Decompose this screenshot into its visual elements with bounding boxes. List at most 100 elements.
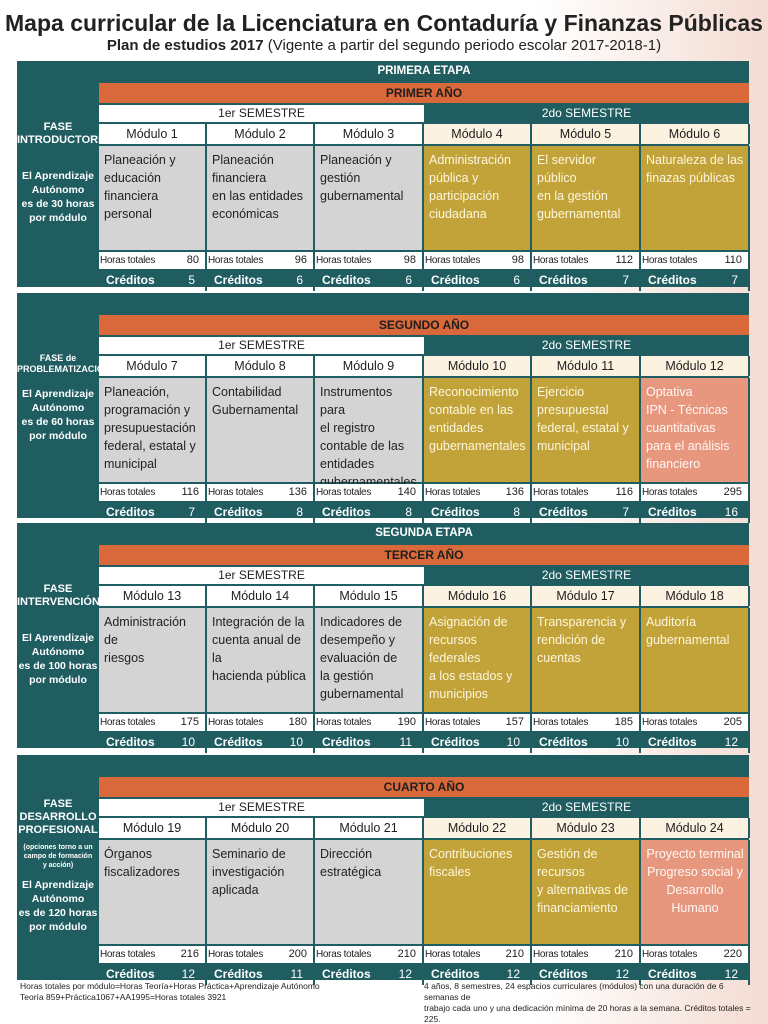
hours-value: 96 <box>294 254 307 266</box>
credits-label: Créditos <box>214 967 263 981</box>
module-card[interactable]: Auditoría gubernamental Horas totales 205 C… <box>641 608 750 753</box>
module-card[interactable]: Indicadores de desempeño y evaluación de… <box>315 608 424 753</box>
credits-label: Créditos <box>322 967 371 981</box>
module-card[interactable]: Dirección estratégica Horas totales 210 Cré… <box>315 840 424 985</box>
hours-label: Horas totales <box>316 717 372 728</box>
hours-value: 112 <box>615 254 633 266</box>
credits-row: Créditos 12 <box>641 732 748 752</box>
module-card[interactable]: Naturaleza de las finazas públicas Horas … <box>641 146 750 291</box>
credits-value: 12 <box>398 967 412 981</box>
hours-row: Horas totales 110 <box>641 252 748 269</box>
hours-value: 210 <box>397 948 416 960</box>
phase-title: FASE de PROBLEMATIZACIÓN <box>17 353 111 374</box>
module-header-row: Módulo 7 Módulo 8 Módulo 9 Módulo 10 Módulo … <box>99 356 750 376</box>
credits-value: 11 <box>290 967 303 981</box>
autonomous-learning-note: El Aprendizaje Autónomo es de 60 horas p… <box>21 388 95 442</box>
hours-row: Horas totales 136 <box>207 484 313 501</box>
hours-label: Horas totales <box>425 255 481 266</box>
module-name: Módulo 5 <box>532 124 641 144</box>
module-name: Módulo 21 <box>315 818 424 838</box>
curriculum-block: SEGUNDA ETAPA TERCER AÑO 1er SEMESTRE 2do S… <box>17 523 750 753</box>
hours-label: Horas totales <box>642 949 698 960</box>
semester-2-header: 2do SEMESTRE <box>424 799 749 816</box>
credits-label: Créditos <box>322 505 371 519</box>
phase-label: FASE DESARROLLO PROFESIONAL (opciones tor… <box>17 798 99 934</box>
credits-row: Créditos 8 <box>424 502 530 522</box>
hours-label: Horas totales <box>208 255 264 266</box>
phase-title: FASE INTRODUCTORIA <box>17 121 110 146</box>
footer-left: Horas totales por módulo=Horas Teoría+Ho… <box>20 981 320 1002</box>
credits-value: 8 <box>513 505 520 519</box>
module-name: Módulo 15 <box>315 586 424 606</box>
credits-value: 6 <box>405 273 412 287</box>
module-card[interactable]: Planeación y educación financiera person… <box>99 146 207 291</box>
hours-row: Horas totales 140 <box>315 484 422 501</box>
module-name: Módulo 24 <box>641 818 750 838</box>
module-card[interactable]: Contribuciones fiscales Horas totales 210 C… <box>424 840 532 985</box>
credits-row: Créditos 12 <box>99 964 205 984</box>
credits-value: 6 <box>296 273 303 287</box>
module-card[interactable]: Administración de riesgos Horas totales 17… <box>99 608 207 753</box>
hours-row: Horas totales 180 <box>207 714 313 731</box>
hours-row: Horas totales 157 <box>424 714 530 731</box>
module-card[interactable]: Planeación y gestión gubernamental Horas … <box>315 146 424 291</box>
hours-value: 205 <box>723 716 742 728</box>
hours-value: 210 <box>614 948 633 960</box>
credits-value: 12 <box>724 967 738 981</box>
credits-value: 8 <box>296 505 303 519</box>
hours-row: Horas totales 185 <box>532 714 639 731</box>
credits-row: Créditos 7 <box>532 270 639 290</box>
credits-row: Créditos 10 <box>424 732 530 752</box>
credits-row: Créditos 10 <box>532 732 639 752</box>
credits-row: Créditos 7 <box>532 502 639 522</box>
module-card[interactable]: Gestión de recursos y alternativas de fi… <box>532 840 641 985</box>
module-name: Módulo 23 <box>532 818 641 838</box>
module-name: Módulo 2 <box>207 124 315 144</box>
module-card[interactable]: Planeación financiera en las entidades e… <box>207 146 315 291</box>
credits-label: Créditos <box>431 273 480 287</box>
module-card[interactable]: El servidor público en la gestión gubern… <box>532 146 641 291</box>
module-card[interactable]: Transparencia y rendición de cuentas Hora… <box>532 608 641 753</box>
autonomous-learning-note: El Aprendizaje Autónomo es de 120 horas … <box>18 879 98 933</box>
module-description: Optativa IPN - Técnicas cuantitativas pa… <box>641 378 748 482</box>
module-name: Módulo 1 <box>99 124 207 144</box>
footer-right: 4 años, 8 semestres, 24 espacios curricu… <box>424 981 751 1024</box>
module-description: El servidor público en la gestión gubern… <box>532 146 639 250</box>
module-card[interactable]: Órganos fiscalizadores Horas totales 216 Cr… <box>99 840 207 985</box>
module-card[interactable]: Instrumentos para el registro contable d… <box>315 378 424 523</box>
module-card[interactable]: Ejercicio presupuestal federal, estatal … <box>532 378 641 523</box>
hours-row: Horas totales 112 <box>532 252 639 269</box>
credits-value: 11 <box>399 735 412 749</box>
module-name: Módulo 3 <box>315 124 424 144</box>
document-subtitle: Plan de estudios 2017 (Vigente a partir … <box>0 37 768 54</box>
phase-label: FASE de PROBLEMATIZACIÓN El Aprendizaje A… <box>17 353 111 443</box>
hours-label: Horas totales <box>642 717 698 728</box>
module-name: Módulo 18 <box>641 586 750 606</box>
semester-2-header: 2do SEMESTRE <box>424 337 749 354</box>
phase-label: FASE INTRODUCTORIA El Aprendizaje Autónom… <box>17 121 110 225</box>
hours-value: 140 <box>397 486 416 498</box>
module-card[interactable]: Seminario de investigación aplicada Horas… <box>207 840 315 985</box>
credits-value: 8 <box>405 505 412 519</box>
module-card[interactable]: Contabilidad Gubernamental Horas totales 1… <box>207 378 315 523</box>
module-card[interactable]: Administración pública y participación c… <box>424 146 532 291</box>
module-card[interactable]: Planeación, programación y presupuestaci… <box>99 378 207 523</box>
module-card[interactable]: Reconocimiento contable en las entidades… <box>424 378 532 523</box>
hours-value: 175 <box>180 716 199 728</box>
module-card[interactable]: Proyecto terminal Progreso social y Desa… <box>641 840 750 985</box>
hours-row: Horas totales 96 <box>207 252 313 269</box>
module-card[interactable]: Integración de la cuenta anual de la hac… <box>207 608 315 753</box>
hours-label: Horas totales <box>100 949 156 960</box>
plan-validity: (Vigente a partir del segundo periodo es… <box>267 37 662 54</box>
module-card[interactable]: Optativa IPN - Técnicas cuantitativas pa… <box>641 378 750 523</box>
module-description: Proyecto terminal Progreso social y Desa… <box>641 840 748 944</box>
module-card[interactable]: Asignación de recursos federales a los e… <box>424 608 532 753</box>
phase-title: FASE DESARROLLO PROFESIONAL <box>18 798 98 836</box>
curriculum-block: CUARTO AÑO 1er SEMESTRE 2do SEMESTRE FASE D… <box>17 755 750 985</box>
hours-row: Horas totales 210 <box>315 946 422 963</box>
credits-row: Créditos 10 <box>207 732 313 752</box>
module-name: Módulo 19 <box>99 818 207 838</box>
hours-value: 136 <box>288 486 307 498</box>
credits-label: Créditos <box>322 273 371 287</box>
module-description: Auditoría gubernamental <box>641 608 748 712</box>
